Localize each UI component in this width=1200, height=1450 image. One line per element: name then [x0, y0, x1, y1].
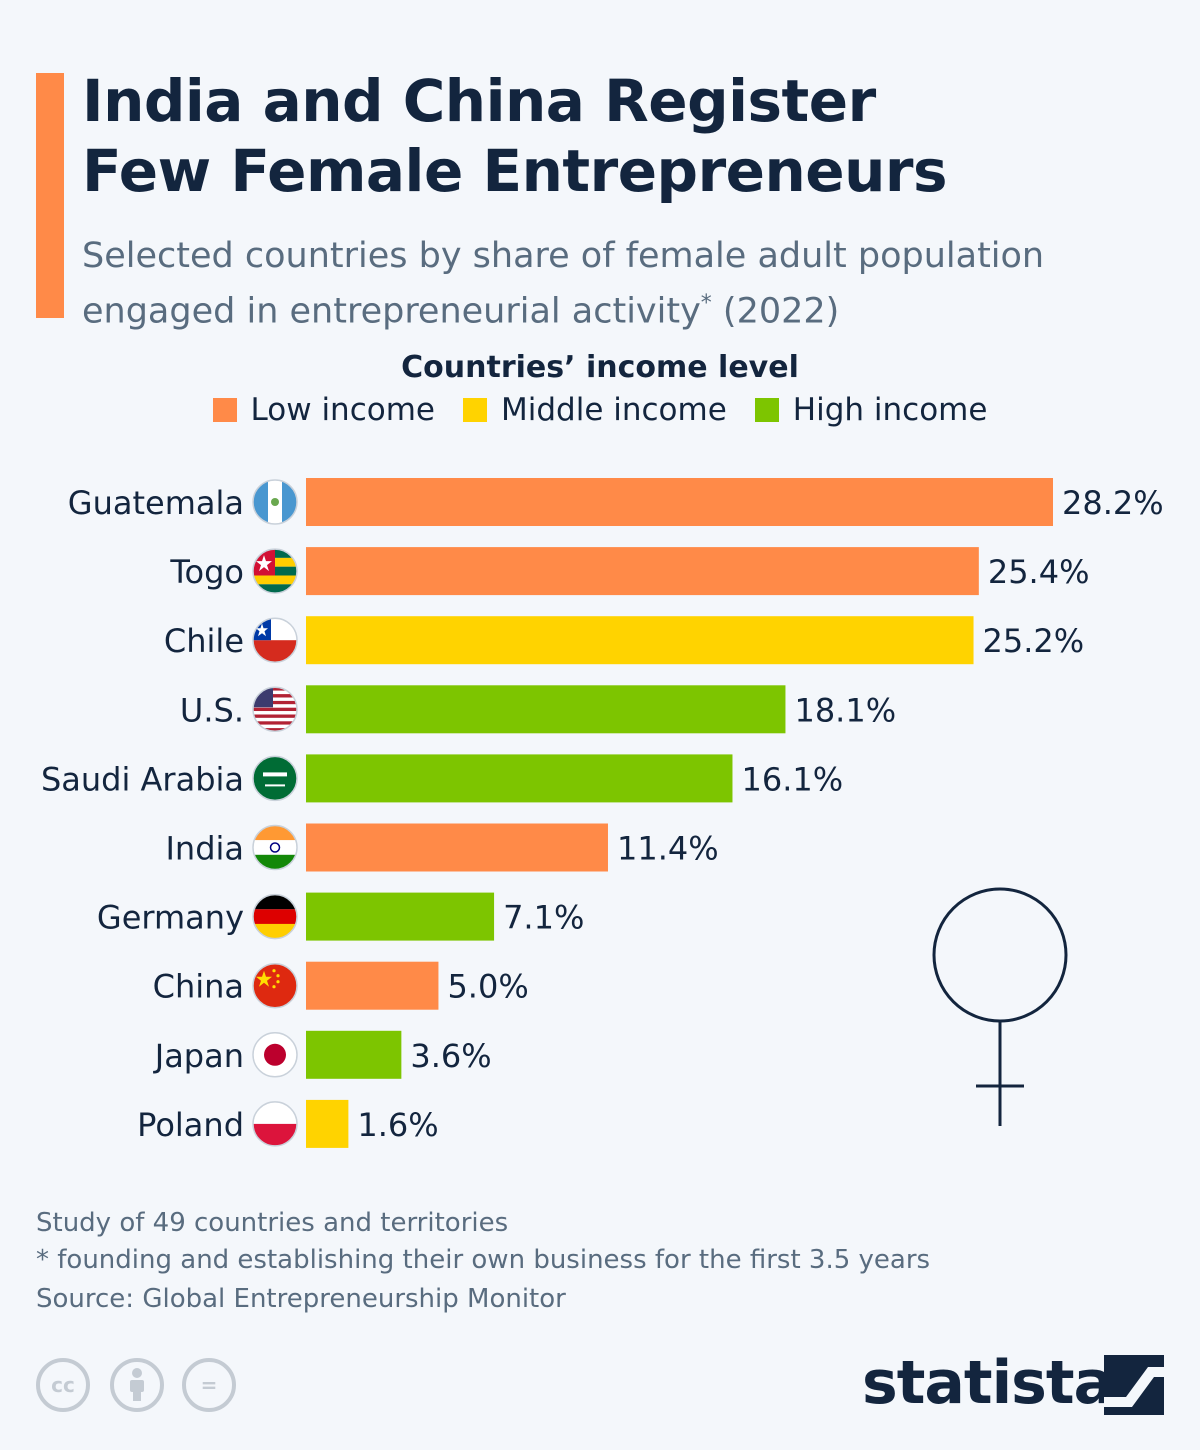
bar: [306, 478, 1053, 526]
category-label: Chile: [164, 622, 244, 660]
category-label: Japan: [153, 1037, 244, 1075]
subtitle-footnote-mark: *: [700, 291, 712, 316]
category-label: Guatemala: [68, 484, 244, 522]
bar: [306, 961, 439, 1010]
us-flag-icon: [252, 686, 298, 733]
poland-flag-icon: [252, 1101, 298, 1147]
bar-row: Togo 25.4%: [169, 547, 1090, 596]
bar: [306, 685, 786, 734]
value-label: 3.6%: [410, 1037, 491, 1075]
legend-item-high-income: High income: [754, 392, 988, 428]
category-label: Saudi Arabia: [41, 760, 244, 798]
legend-item-middle-income: Middle income: [463, 392, 727, 428]
female-symbol-icon: [932, 887, 1068, 1126]
bar-row: Poland 1.6%: [137, 1099, 439, 1148]
bar-row: U.S. 18.1%: [180, 685, 896, 734]
value-label: 7.1%: [503, 899, 584, 937]
bar-row: Guatemala 28.2%: [68, 478, 1164, 526]
value-label: 5.0%: [447, 968, 528, 1006]
creative-commons-icon[interactable]: cc: [36, 1358, 90, 1412]
subtitle-year: (2022): [711, 291, 840, 332]
category-label: U.S.: [180, 691, 244, 729]
attribution-icon[interactable]: [110, 1358, 164, 1412]
cc-label: cc: [51, 1373, 75, 1397]
bar-row: Saudi Arabia 16.1%: [41, 754, 843, 803]
subtitle-line-1: Selected countries by share of female ad…: [82, 236, 1045, 276]
bar: [306, 547, 979, 596]
bar: [306, 1099, 349, 1148]
value-label: 25.2%: [983, 622, 1085, 660]
statista-logo-text[interactable]: statista: [862, 1348, 1114, 1418]
equals-label: =: [200, 1373, 218, 1397]
value-label: 1.6%: [357, 1106, 438, 1144]
bars-group: Guatemala 28.2% Togo 25.4% Chile 25.2% U.S. 18.…: [41, 478, 1164, 1148]
legend-swatch-high-income: [754, 398, 779, 422]
value-label: 16.1%: [741, 760, 843, 798]
subtitle-line-2: engaged in entrepreneurial activity: [82, 291, 701, 332]
legend-item-low-income: Low income: [212, 392, 435, 428]
bar-row: Chile 25.2%: [164, 616, 1085, 665]
bar: [306, 1030, 402, 1079]
bar-row: India 11.4%: [165, 823, 719, 872]
footnotes: Study of 49 countries and territories * …: [36, 1205, 930, 1279]
bar-row: Japan 3.6%: [153, 1030, 492, 1079]
footnote-study: Study of 49 countries and territories: [36, 1208, 509, 1238]
statista-logo-icon[interactable]: [1104, 1355, 1164, 1415]
title-line-2: Few Female Entrepreneurs: [82, 137, 948, 205]
category-label: Germany: [97, 899, 244, 937]
footnote-definition: * founding and establishing their own bu…: [36, 1245, 931, 1275]
legend-swatch-middle-income: [463, 398, 487, 422]
legend: Low income Middle income High income: [0, 392, 1200, 428]
bar: [306, 754, 733, 803]
value-label: 18.1%: [794, 691, 896, 729]
legend-title: Countries’ income level: [401, 350, 799, 385]
value-label: 25.4%: [988, 553, 1090, 591]
chart-subtitle: Selected countries by share of female ad…: [82, 232, 1182, 336]
source-note: Source: Global Entrepreneurship Monitor: [36, 1284, 566, 1314]
india-flag-icon: [252, 824, 298, 871]
germany-flag-icon: [252, 893, 298, 940]
legend-swatch-low-income: [212, 398, 237, 422]
bar-row: Germany 7.1%: [97, 892, 584, 941]
guatemala-flag-icon: [252, 479, 298, 525]
title-line-1: India and China Register: [82, 67, 876, 135]
bar: [306, 616, 974, 665]
saudi-arabia-flag-icon: [252, 755, 298, 802]
category-label: China: [153, 968, 244, 1006]
category-label: India: [165, 830, 244, 868]
value-label: 11.4%: [617, 830, 719, 868]
chile-flag-icon: [252, 617, 298, 663]
legend-label-low-income: Low income: [250, 392, 435, 428]
bar: [306, 892, 495, 941]
chart-title: India and China Register Few Female Entr…: [82, 66, 1172, 206]
japan-flag-icon: [252, 1032, 298, 1078]
china-flag-icon: [252, 962, 298, 1009]
person-icon: [130, 1368, 144, 1401]
bar: [306, 823, 608, 872]
no-derivatives-icon[interactable]: =: [182, 1358, 236, 1412]
value-label: 28.2%: [1062, 484, 1164, 522]
bar-row: China 5.0%: [153, 961, 529, 1010]
accent-bar: [36, 73, 64, 318]
legend-label-high-income: High income: [792, 392, 988, 428]
togo-flag-icon: [252, 548, 298, 594]
category-label: Poland: [137, 1106, 244, 1144]
legend-label-middle-income: Middle income: [501, 392, 727, 428]
category-label: Togo: [169, 553, 244, 591]
